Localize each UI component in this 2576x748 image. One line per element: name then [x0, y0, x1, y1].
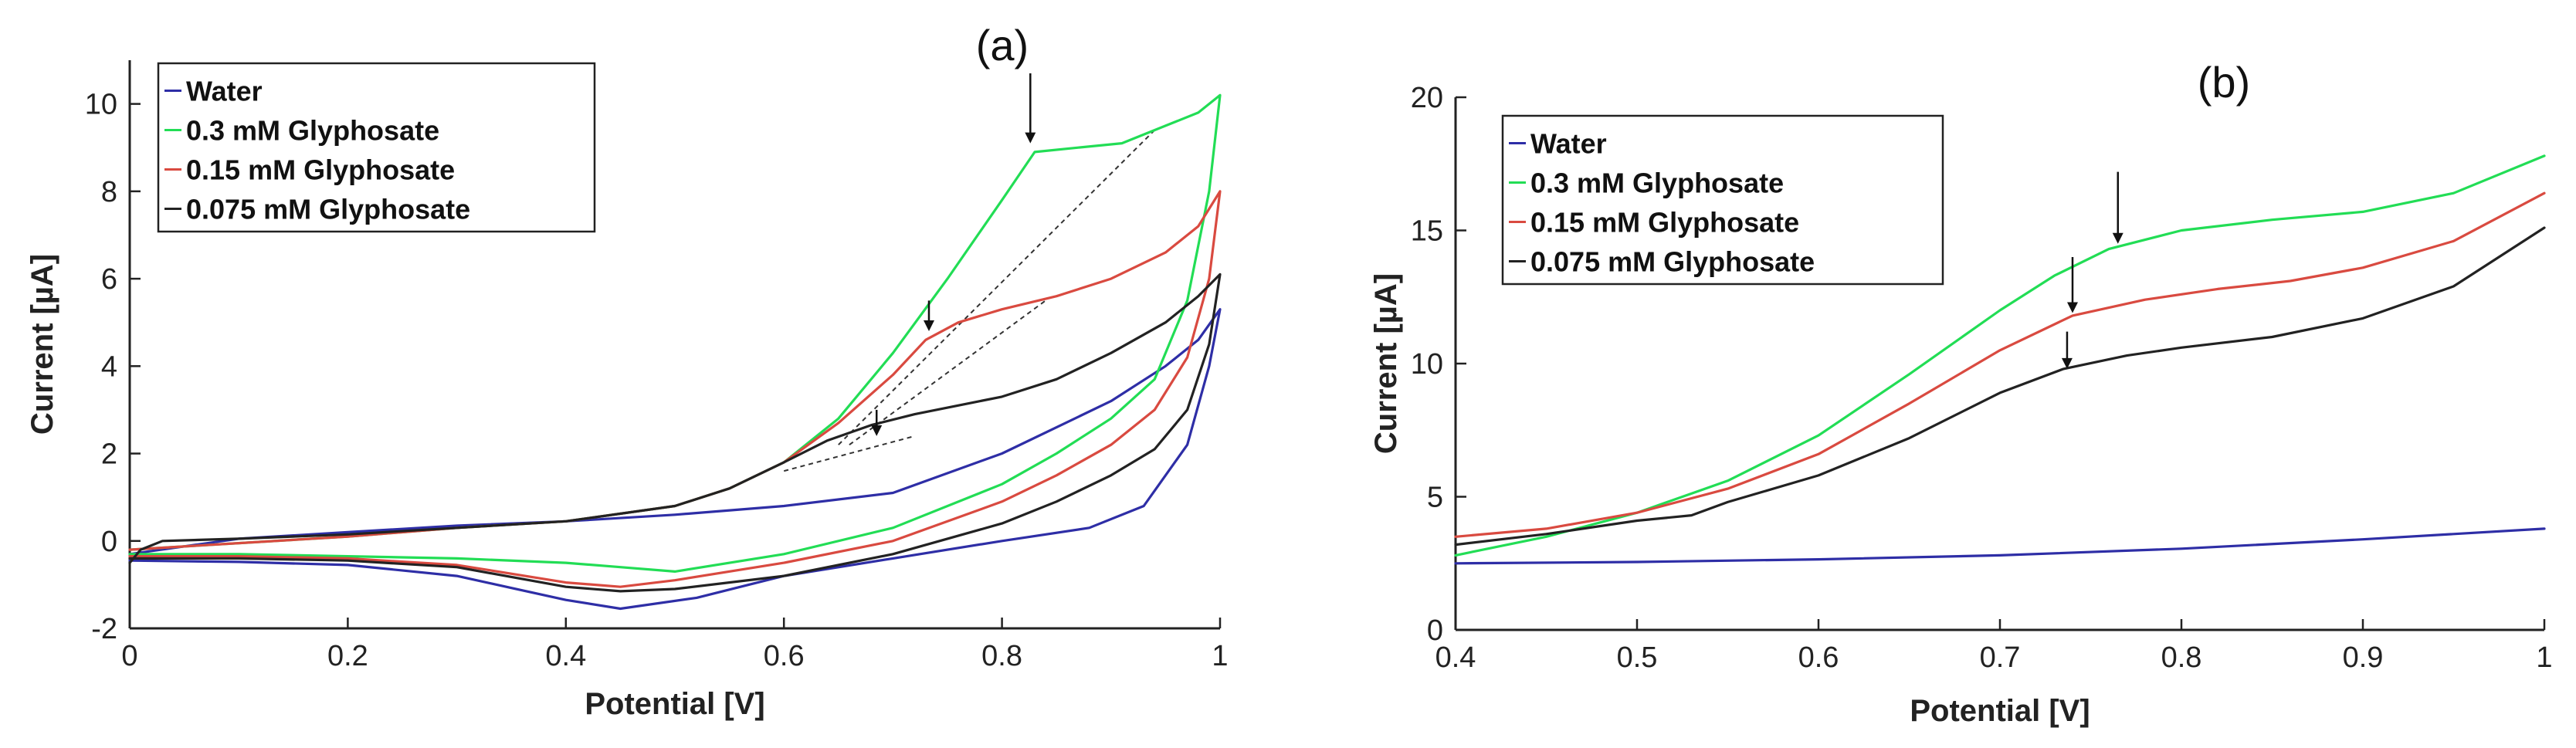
panel-a-y-tick-label: 8: [101, 176, 117, 208]
panel-a-x-tick-label: 0.2: [327, 640, 368, 672]
panel-b-y-tick-label: 20: [1411, 82, 1443, 114]
panel-b-x-tick-label: 0.8: [2161, 641, 2202, 674]
panel-b-tag: (b): [2198, 58, 2250, 107]
panel-a-series-line-0: [128, 308, 1222, 611]
panel-a-x-tick-label: 0: [121, 640, 137, 672]
panel-b-legend: [1501, 114, 1944, 286]
panel-a-peak-arrowhead: [1025, 132, 1036, 144]
panel-b-peak-arrowhead: [2061, 357, 2073, 369]
panel-a-y-tick-label: 10: [85, 89, 117, 121]
panel-a-x-axis-label: Potential [V]: [585, 687, 764, 721]
panel-b-x-tick-label: 1: [2536, 641, 2552, 674]
panel-b-legend-label: 0.15 mM Glyphosate: [1530, 207, 1799, 239]
panel-b-series-line-1: [1454, 154, 2546, 557]
panel-b-legend-label: 0.075 mM Glyphosate: [1530, 246, 1815, 278]
panel-b-x-tick-label: 0.5: [1617, 641, 1658, 674]
panel-b-legend-label: Water: [1530, 128, 1607, 160]
panel-a-x-tick-label: 0.6: [764, 640, 805, 672]
panel-a-peak-arrowhead: [871, 425, 883, 436]
panel-a-legend-label: 0.075 mM Glyphosate: [186, 194, 470, 225]
panel-a-y-tick-label: 2: [101, 438, 117, 471]
panel-a-legend: [157, 62, 596, 233]
panel-a-x-tick-label: 0.8: [981, 640, 1022, 672]
panel-b-peak-arrowhead: [2112, 232, 2124, 244]
panel-a-x-tick-label: 0.4: [545, 640, 586, 672]
panel-b-x-tick-label: 0.4: [1435, 641, 1476, 674]
panel-a-series-line-3: [128, 272, 1222, 593]
panel-b-y-tick-label: 10: [1411, 348, 1443, 381]
panel-b-y-tick-label: 0: [1427, 614, 1443, 647]
panel-a-y-tick-label: -2: [91, 613, 117, 645]
panel-b-x-tick-label: 0.6: [1798, 641, 1839, 674]
panel-b-series-line-0: [1454, 527, 2546, 565]
panel-b-x-tick-label: 0.7: [1980, 641, 2021, 674]
panel-a-series-line-2: [128, 190, 1222, 588]
panel-a-tag: (a): [976, 21, 1029, 69]
panel-a-y-tick-label: 0: [101, 526, 117, 558]
panel-a-y-tick-label: 6: [101, 263, 117, 296]
panel-b-series-line-4: [1454, 226, 2546, 547]
panel-b-x-axis-label: Potential [V]: [1910, 694, 2090, 728]
panel-b-y-tick-label: 15: [1411, 215, 1443, 248]
panel-b-y-axis-label: Current [µA]: [1369, 273, 1403, 454]
panel-b-peak-arrowhead: [2067, 302, 2078, 313]
panel-a-legend-label: 0.15 mM Glyphosate: [186, 154, 455, 186]
panel-a-baseline: [838, 129, 1155, 445]
panel-a-y-axis-label: Current [µA]: [25, 254, 59, 435]
panel-b-x-tick-label: 0.9: [2343, 641, 2384, 674]
panel-a-y-tick-label: 4: [101, 350, 117, 383]
panel-b-legend-label: 0.3 mM Glyphosate: [1530, 168, 1784, 199]
panel-b-chart: (b)0.4 0.5 0.6 0.7 0.8 0.9 105101520Potential …: [1369, 58, 2553, 728]
panel-b-y-tick-label: 5: [1427, 482, 1443, 514]
panel-b-series-line-2: [1454, 191, 2546, 538]
panel-a-baseline: [783, 435, 915, 472]
panel-a-legend-label: Water: [186, 76, 263, 107]
panel-a-x-tick-label: 1: [1212, 640, 1228, 672]
panel-a-peak-arrowhead: [923, 320, 934, 332]
panel-a-legend-label: 0.3 mM Glyphosate: [186, 115, 439, 147]
panel-a-baseline: [849, 300, 1046, 446]
